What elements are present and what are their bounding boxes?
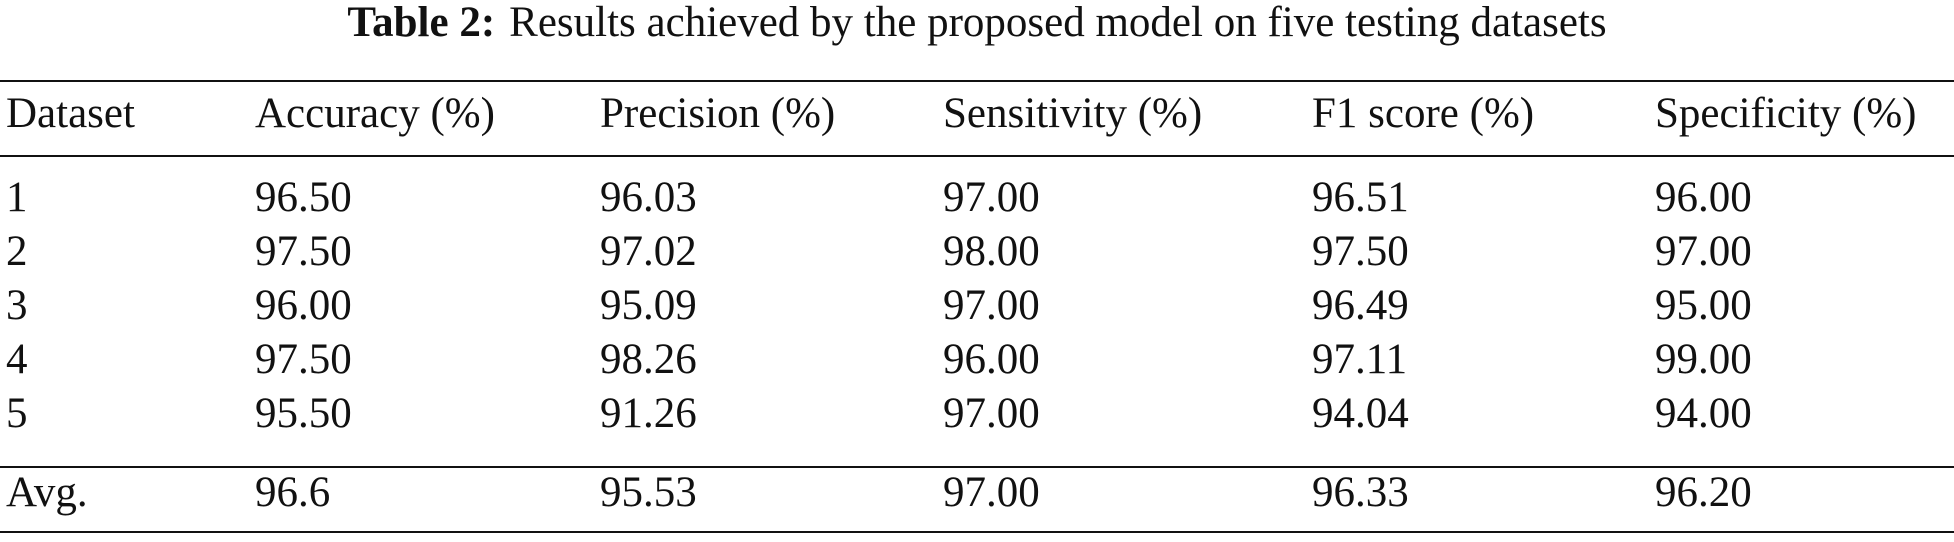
header-cell: F1 score (%): [1312, 90, 1534, 137]
table-cell: 96.49: [1312, 282, 1409, 329]
table-cell: 97.50: [1312, 228, 1409, 275]
header-cell: Sensitivity (%): [943, 90, 1202, 137]
table-cell: 97.11: [1312, 336, 1407, 383]
header-cell: Specificity (%): [1655, 90, 1917, 137]
footer-cell: 95.53: [600, 469, 697, 516]
footer-cell: 97.00: [943, 469, 1040, 516]
table-cell: 98.26: [600, 336, 697, 383]
table-cell: 96.03: [600, 174, 697, 221]
table-cell: 96.00: [943, 336, 1040, 383]
table-cell: 97.00: [1655, 228, 1752, 275]
table-cell: 4: [6, 336, 28, 383]
table-cell: 96.51: [1312, 174, 1409, 221]
table-cell: 3: [6, 282, 28, 329]
footer-cell: Avg.: [6, 469, 88, 516]
table-cell: 94.00: [1655, 390, 1752, 437]
header-cell: Precision (%): [600, 90, 835, 137]
footer-cell: 96.33: [1312, 469, 1409, 516]
table-cell: 96.00: [1655, 174, 1752, 221]
table-cell: 2: [6, 228, 28, 275]
table-cell: 5: [6, 390, 28, 437]
table-cell: 97.00: [943, 174, 1040, 221]
table-caption: Table 2: Results achieved by the proposed…: [347, 0, 1606, 46]
table-cell: 99.00: [1655, 336, 1752, 383]
table-cell: 91.26: [600, 390, 697, 437]
table-cell: 96.50: [255, 174, 352, 221]
table-cell: 97.00: [943, 390, 1040, 437]
footer-cell: 96.20: [1655, 469, 1752, 516]
table-cell: 97.00: [943, 282, 1040, 329]
table-cell: 1: [6, 174, 28, 221]
caption-label: Table 2:: [347, 0, 495, 46]
table-cell: 96.00: [255, 282, 352, 329]
table-cell: 95.50: [255, 390, 352, 437]
header-cell: Dataset: [6, 90, 135, 137]
header-cell: Accuracy (%): [255, 90, 495, 137]
footer-cell: 96.6: [255, 469, 330, 516]
table-cell: 95.09: [600, 282, 697, 329]
table-cell: 97.50: [255, 228, 352, 275]
table-cell: 97.02: [600, 228, 697, 275]
table-cell: 98.00: [943, 228, 1040, 275]
table-cell: 97.50: [255, 336, 352, 383]
table-cell: 95.00: [1655, 282, 1752, 329]
caption-text: Results achieved by the proposed model o…: [509, 0, 1606, 46]
table-cell: 94.04: [1312, 390, 1409, 437]
